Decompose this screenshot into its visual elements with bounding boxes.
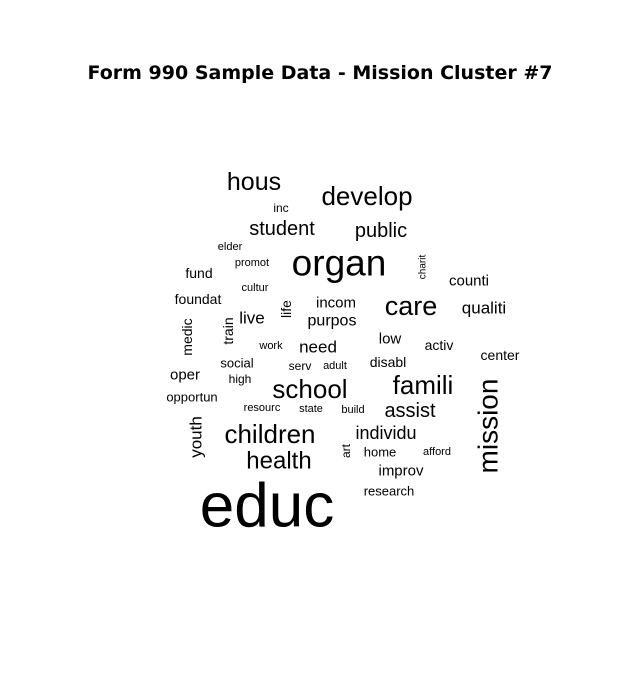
word-high: high [229, 372, 252, 386]
word-research: research [364, 484, 415, 499]
word-counti: counti [449, 273, 489, 290]
word-adult: adult [323, 360, 347, 372]
word-elder: elder [218, 241, 243, 253]
word-cultur: cultur [242, 282, 269, 294]
word-children: children [224, 419, 315, 449]
word-work: work [258, 340, 283, 352]
word-activ: activ [425, 337, 454, 353]
word-state: state [299, 403, 323, 415]
word-oper: oper [170, 367, 200, 384]
word-qualiti: qualiti [462, 299, 506, 318]
word-center: center [481, 347, 520, 363]
word-social: social [220, 356, 253, 371]
word-student: student [249, 218, 315, 240]
word-famili: famili [393, 370, 454, 400]
word-develop: develop [321, 181, 412, 211]
word-train: train [220, 317, 236, 344]
word-educ: educ [200, 472, 334, 541]
word-school: school [272, 374, 347, 404]
word-incom: incom [316, 295, 356, 312]
word-afford: afford [423, 446, 451, 458]
word-resourc: resourc [244, 402, 281, 414]
word-mission: mission [473, 379, 504, 474]
word-fund: fund [185, 265, 212, 281]
word-charit: charit [418, 255, 429, 280]
word-disabl: disabl [370, 354, 407, 370]
word-low: low [379, 331, 402, 348]
word-organ: organ [292, 243, 387, 284]
word-medic: medic [179, 318, 195, 355]
word-need: need [299, 338, 337, 357]
word-opportun: opportun [166, 390, 217, 405]
word-public: public [355, 220, 407, 242]
word-improv: improv [378, 463, 424, 480]
word-hous: hous [227, 168, 281, 196]
word-assist: assist [384, 400, 436, 422]
word-individu: individu [355, 423, 416, 443]
word-care: care [385, 291, 438, 321]
word-art: art [339, 443, 353, 458]
word-inc: inc [273, 201, 288, 215]
word-foundat: foundat [175, 291, 222, 307]
word-health: health [246, 448, 311, 475]
word-promot: promot [235, 257, 269, 269]
word-home: home [364, 445, 397, 460]
word-serv: serv [289, 359, 312, 373]
word-youth: youth [187, 416, 206, 458]
word-purpos: purpos [308, 313, 357, 330]
word-live: live [239, 309, 265, 328]
word-life: life [278, 300, 294, 318]
word-build: build [341, 404, 364, 416]
chart-title: Form 990 Sample Data - Mission Cluster #… [87, 62, 553, 84]
